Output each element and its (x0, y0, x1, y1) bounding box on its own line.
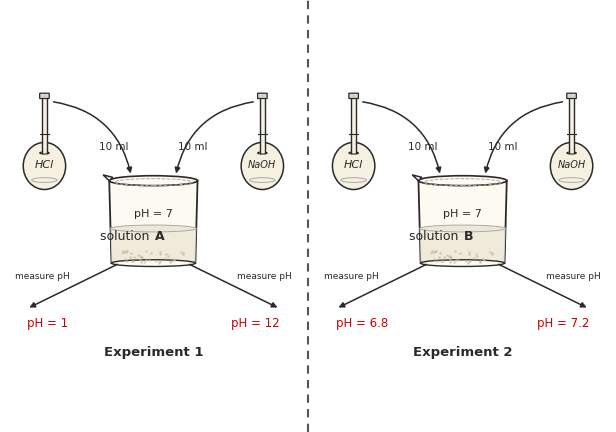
Text: measure pH: measure pH (15, 272, 70, 281)
Bar (569, 98, 574, 153)
Text: pH = 7.2: pH = 7.2 (537, 317, 590, 330)
FancyBboxPatch shape (349, 93, 359, 98)
Text: :::: ::: (261, 94, 264, 98)
Text: B: B (464, 230, 474, 243)
Ellipse shape (418, 176, 507, 186)
Ellipse shape (111, 260, 195, 267)
Text: pH = 1: pH = 1 (26, 317, 68, 330)
Text: Experiment 2: Experiment 2 (413, 346, 513, 359)
Text: NaOH: NaOH (248, 160, 277, 170)
Text: measure pH: measure pH (324, 272, 379, 281)
Ellipse shape (110, 225, 197, 232)
Text: 10 ml: 10 ml (179, 142, 208, 152)
Ellipse shape (257, 152, 267, 154)
Ellipse shape (23, 143, 66, 190)
Text: :::: ::: (43, 94, 46, 98)
FancyBboxPatch shape (39, 93, 49, 98)
Bar (260, 98, 265, 153)
Text: :::: ::: (352, 94, 355, 98)
Text: solution: solution (409, 230, 463, 243)
Text: A: A (155, 230, 164, 243)
Bar (42, 98, 47, 153)
Text: pH = 6.8: pH = 6.8 (336, 317, 388, 330)
Ellipse shape (419, 225, 506, 232)
Text: 10 ml: 10 ml (99, 142, 128, 152)
Ellipse shape (421, 260, 505, 267)
Text: 10 ml: 10 ml (488, 142, 517, 152)
Ellipse shape (550, 143, 593, 190)
Text: :::: ::: (570, 94, 573, 98)
Polygon shape (418, 181, 507, 263)
Text: measure pH: measure pH (546, 272, 601, 281)
Text: solution: solution (100, 230, 153, 243)
Text: pH = 7: pH = 7 (443, 209, 482, 219)
Text: pH = 7: pH = 7 (134, 209, 173, 219)
Polygon shape (110, 229, 197, 263)
FancyBboxPatch shape (257, 93, 267, 98)
FancyBboxPatch shape (567, 93, 577, 98)
Polygon shape (419, 229, 506, 263)
Text: NaOH: NaOH (557, 160, 586, 170)
Polygon shape (109, 181, 198, 263)
Ellipse shape (241, 143, 283, 190)
Ellipse shape (109, 176, 198, 186)
Text: HCl: HCl (344, 160, 363, 170)
Polygon shape (103, 175, 113, 181)
Ellipse shape (567, 152, 577, 154)
Text: measure pH: measure pH (237, 272, 292, 281)
Polygon shape (412, 175, 422, 181)
Text: pH = 12: pH = 12 (232, 317, 280, 330)
Bar (351, 98, 356, 153)
Text: Experiment 1: Experiment 1 (103, 346, 203, 359)
Ellipse shape (39, 152, 49, 154)
Ellipse shape (349, 152, 359, 154)
Text: 10 ml: 10 ml (408, 142, 437, 152)
Text: HCl: HCl (35, 160, 54, 170)
Ellipse shape (333, 143, 375, 190)
